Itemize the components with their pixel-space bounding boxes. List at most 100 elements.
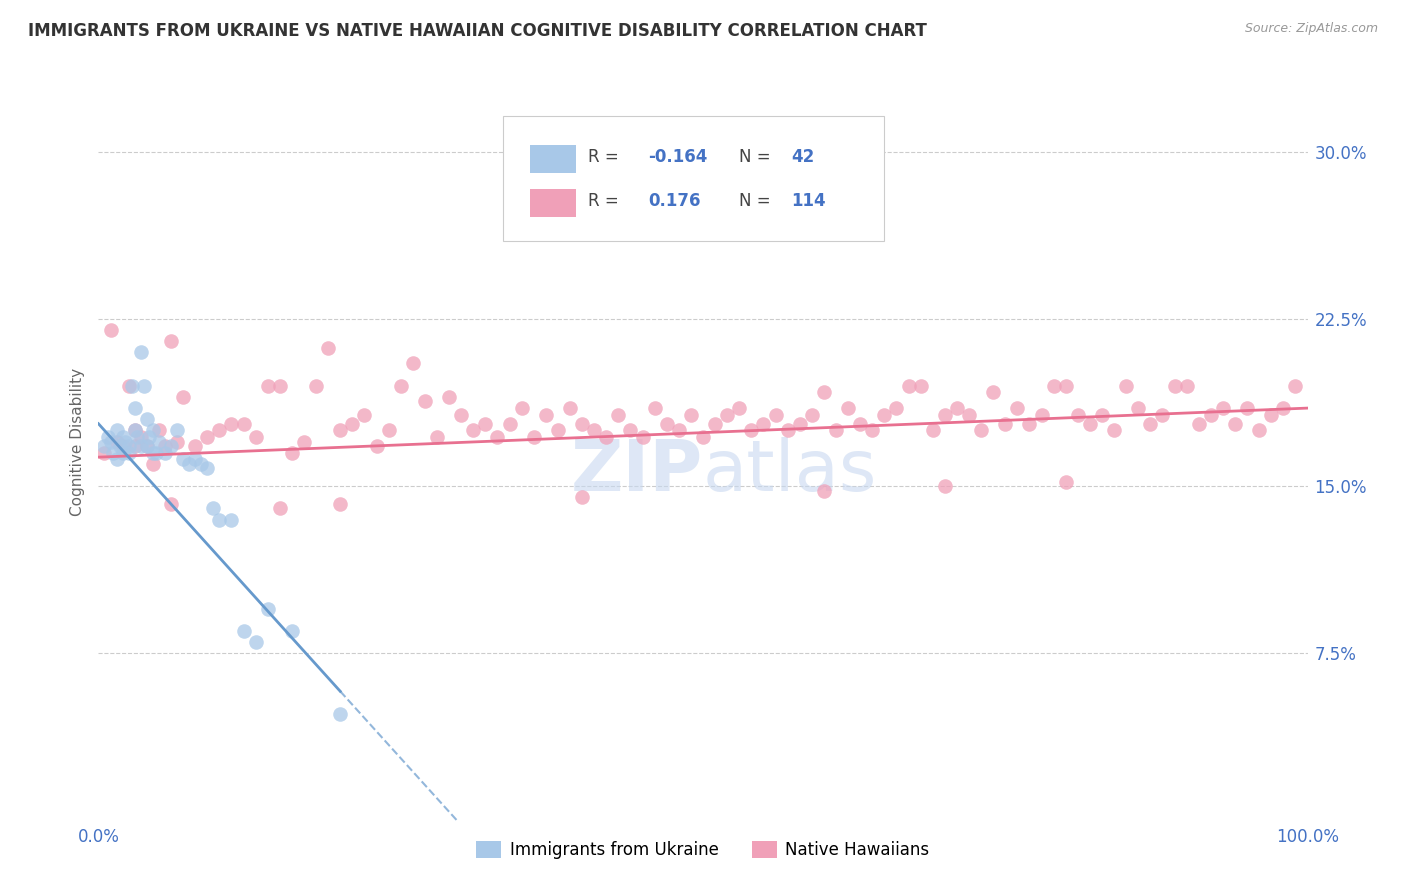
Point (450, 408, 472, 422)
Point (245, 635, 267, 649)
Point (153, 439, 176, 453)
Point (1260, 408, 1282, 422)
Point (426, 430, 449, 444)
Point (195, 430, 218, 444)
Point (1102, 424, 1125, 438)
Point (1175, 378, 1198, 392)
Point (221, 417, 243, 431)
Point (377, 424, 399, 438)
Point (142, 446, 165, 460)
Point (166, 434, 188, 449)
Text: ZIP: ZIP (571, 437, 703, 507)
Point (1284, 378, 1306, 392)
Point (728, 401, 751, 416)
Point (190, 457, 212, 471)
Point (1163, 378, 1185, 392)
Point (93, 439, 115, 453)
Point (256, 602, 278, 616)
Point (269, 378, 291, 392)
Point (353, 408, 375, 422)
Point (1152, 408, 1174, 422)
Point (1128, 401, 1150, 416)
FancyBboxPatch shape (503, 116, 884, 241)
Point (813, 385, 835, 400)
Point (329, 706, 352, 721)
Point (679, 408, 702, 422)
Point (994, 417, 1017, 431)
Point (148, 424, 170, 438)
Point (108, 439, 131, 453)
Point (101, 446, 124, 460)
Point (849, 417, 872, 431)
Point (704, 417, 727, 431)
Point (825, 424, 848, 438)
Text: 114: 114 (792, 192, 825, 210)
Point (1067, 408, 1090, 422)
Point (329, 424, 352, 438)
Point (1212, 401, 1234, 416)
Text: Source: ZipAtlas.com: Source: ZipAtlas.com (1244, 22, 1378, 36)
Point (129, 345, 152, 359)
Legend: Immigrants from Ukraine, Native Hawaiians: Immigrants from Ukraine, Native Hawaiian… (470, 834, 936, 865)
Point (1091, 408, 1114, 422)
Point (692, 430, 714, 444)
Point (1199, 408, 1222, 422)
Point (1139, 417, 1161, 431)
Point (1115, 378, 1137, 392)
Point (800, 408, 823, 422)
Point (583, 424, 606, 438)
Point (1078, 417, 1101, 431)
Point (1272, 401, 1295, 416)
Point (179, 457, 201, 471)
Point (523, 430, 546, 444)
Point (316, 341, 339, 355)
Point (668, 424, 690, 438)
Point (1007, 401, 1029, 416)
Point (970, 424, 993, 438)
Point (474, 417, 496, 431)
Point (105, 434, 128, 449)
Point (957, 408, 980, 422)
Point (160, 439, 183, 453)
Point (1249, 424, 1271, 438)
Point (716, 408, 738, 422)
Text: 0.176: 0.176 (648, 192, 702, 210)
Point (1188, 417, 1211, 431)
Point (124, 424, 146, 438)
Point (897, 378, 920, 392)
Point (437, 390, 460, 404)
Point (111, 439, 134, 453)
Point (160, 334, 183, 349)
Point (921, 424, 943, 438)
Point (934, 479, 956, 493)
Point (498, 417, 520, 431)
Point (160, 497, 183, 511)
Point (172, 452, 194, 467)
Point (97, 430, 120, 444)
Point (111, 430, 134, 444)
Point (124, 439, 146, 453)
Point (208, 512, 231, 526)
Point (765, 408, 787, 422)
Text: atlas: atlas (703, 437, 877, 507)
Text: R =: R = (588, 148, 619, 166)
Point (389, 378, 412, 392)
Point (142, 457, 165, 471)
Text: -0.164: -0.164 (648, 148, 709, 166)
Point (118, 446, 141, 460)
Point (127, 430, 149, 444)
Point (813, 483, 835, 498)
Point (208, 424, 231, 438)
Point (776, 424, 799, 438)
Point (740, 424, 762, 438)
Text: N =: N = (740, 192, 770, 210)
Point (118, 439, 141, 453)
Point (124, 401, 146, 416)
Point (100, 323, 122, 337)
Point (138, 430, 160, 444)
Point (571, 417, 593, 431)
Point (366, 439, 388, 453)
Bar (530, 188, 576, 218)
Point (619, 424, 641, 438)
Point (121, 378, 143, 392)
